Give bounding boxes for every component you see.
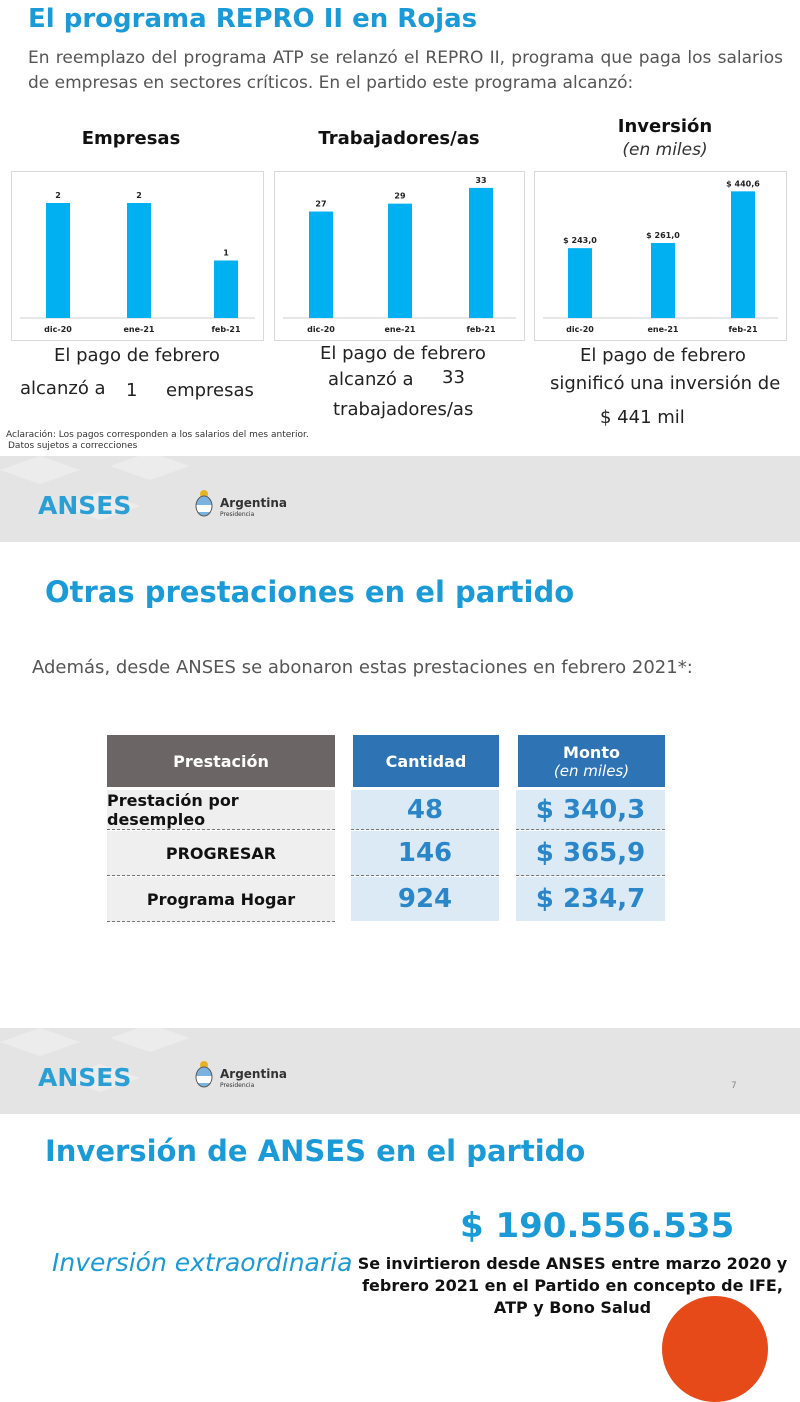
intro-paragraph: En reemplazo del programa ATP se relanzó… bbox=[28, 48, 783, 93]
chart-bar bbox=[309, 211, 333, 318]
chart-tick-label: feb-21 bbox=[211, 325, 241, 334]
chart-data-label: 33 bbox=[475, 176, 486, 185]
chart-empresas: 2 dic-20 2 ene-21 1 feb-21 bbox=[11, 171, 264, 341]
investment-desc-line3: ATP y Bono Salud bbox=[493, 1298, 652, 1317]
investment-description: Se invirtieron desde ANSES entre marzo 2… bbox=[350, 1253, 795, 1319]
table-header-cantidad: Cantidad bbox=[353, 735, 499, 787]
chart-tick-label: feb-21 bbox=[728, 325, 758, 334]
presidencia-label: Presidencia bbox=[220, 511, 255, 518]
table-cell-monto: $ 234,7 bbox=[516, 877, 665, 921]
chart-tick-label: dic-20 bbox=[566, 325, 594, 334]
chart-tick-label: dic-20 bbox=[307, 325, 335, 334]
footer-band: ANSES Argentina Presidencia bbox=[0, 456, 800, 542]
anses-logo: ANSES bbox=[38, 1063, 132, 1092]
caption-empresas-line2a: alcanzó a bbox=[20, 378, 106, 399]
chart-bar bbox=[214, 260, 238, 318]
footnote-line1: Aclaración: Los pagos corresponden a los… bbox=[6, 430, 309, 440]
caption-trab-line3: trabajadores/as bbox=[333, 399, 474, 420]
table-header-cantidad-label: Cantidad bbox=[385, 751, 467, 771]
page-number: 7 bbox=[731, 1081, 737, 1091]
chart-data-label: $ 261,0 bbox=[646, 231, 680, 240]
chart-title-inversion: Inversión bbox=[617, 116, 713, 137]
chart-bar bbox=[651, 242, 675, 318]
chart-data-label: 29 bbox=[394, 192, 406, 201]
footer-band-2: ANSES Argentina Presidencia 7 bbox=[0, 1028, 800, 1114]
chart-bar bbox=[568, 248, 592, 318]
chart-data-label: 2 bbox=[136, 191, 142, 200]
table-cell-cantidad: 146 bbox=[351, 831, 499, 876]
coat-of-arms-icon bbox=[194, 489, 214, 517]
chart-bar bbox=[46, 203, 70, 318]
argentina-label: Argentina bbox=[220, 496, 287, 510]
chart-bar bbox=[731, 191, 755, 318]
chart-trabajadores-svg: 27 dic-20 29 ene-21 33 feb-21 bbox=[283, 176, 516, 334]
chart-data-label: 27 bbox=[315, 200, 326, 209]
table-cell-cantidad: 924 bbox=[351, 877, 499, 921]
caption-inv-value: $ 441 mil bbox=[600, 407, 685, 428]
chart-data-label: $ 243,0 bbox=[563, 236, 597, 245]
chart-inversion-svg: $ 243,0 dic-20 $ 261,0 ene-21 $ 440,6 feb-21 bbox=[543, 179, 778, 334]
chart-data-label: $ 440,6 bbox=[726, 179, 760, 188]
anses-logo: ANSES bbox=[38, 491, 132, 520]
chart-data-label: 1 bbox=[223, 249, 229, 258]
footnote-line2: Datos sujetos a correcciones bbox=[8, 441, 138, 451]
table-row-label: Programa Hogar bbox=[107, 877, 335, 922]
caption-empresas-line1: El pago de febrero bbox=[54, 345, 220, 366]
table-header-prestacion-label: Prestación bbox=[173, 751, 269, 771]
chart-bar bbox=[469, 187, 493, 318]
table-cell-monto: $ 365,9 bbox=[516, 831, 665, 876]
table-header-monto: Monto (en miles) bbox=[518, 735, 665, 787]
table-row-label: PROGRESAR bbox=[107, 831, 335, 876]
section2-intro: Además, desde ANSES se abonaron estas pr… bbox=[32, 657, 693, 678]
table-header-prestacion: Prestación bbox=[107, 735, 335, 787]
chart-bar bbox=[127, 203, 151, 318]
caption-trab-line1: El pago de febrero bbox=[320, 343, 486, 364]
chart-trabajadores: 27 dic-20 29 ene-21 33 feb-21 bbox=[274, 171, 525, 341]
investment-desc-line1: Se invirtieron desde ANSES entre marzo 2… bbox=[357, 1254, 788, 1273]
chart-bar bbox=[388, 203, 412, 318]
chart-subtitle-inversion: (en miles) bbox=[622, 140, 708, 160]
chart-tick-label: ene-21 bbox=[124, 325, 155, 334]
caption-inv-line2: significó una inversión de bbox=[550, 373, 781, 394]
caption-trab-line2a: alcanzó a bbox=[328, 369, 414, 390]
section3-title: Inversión de ANSES en el partido bbox=[45, 1134, 586, 1168]
band-decoration bbox=[0, 456, 190, 520]
table-cell-cantidad: 48 bbox=[351, 790, 499, 830]
table-row-label: Prestación por desempleo bbox=[107, 790, 335, 830]
investment-label: Inversión extraordinaria bbox=[52, 1248, 353, 1277]
table-header-monto-label: Monto bbox=[563, 742, 620, 762]
caption-trab-value: 33 bbox=[442, 367, 465, 388]
investment-amount: $ 190.556.535 bbox=[460, 1206, 735, 1246]
chart-title-trabajadores: Trabajadores/as bbox=[318, 128, 480, 149]
chart-tick-label: ene-21 bbox=[648, 325, 679, 334]
chart-tick-label: ene-21 bbox=[385, 325, 416, 334]
table-header-monto-sub: (en miles) bbox=[553, 761, 630, 780]
coat-of-arms-icon bbox=[194, 1060, 214, 1088]
page-title: El programa REPRO II en Rojas bbox=[28, 4, 478, 34]
investment-desc-line2: febrero 2021 en el Partido en concepto d… bbox=[362, 1276, 783, 1295]
decorative-orange-circle bbox=[662, 1296, 768, 1402]
chart-empresas-svg: 2 dic-20 2 ene-21 1 feb-21 bbox=[20, 191, 255, 334]
chart-title-empresas: Empresas bbox=[81, 128, 181, 149]
caption-empresas-line2b: empresas bbox=[166, 380, 254, 401]
band-decoration bbox=[0, 1028, 190, 1092]
caption-inv-line1: El pago de febrero bbox=[580, 345, 746, 366]
argentina-label: Argentina bbox=[220, 1067, 287, 1081]
chart-tick-label: dic-20 bbox=[44, 325, 72, 334]
section2-title: Otras prestaciones en el partido bbox=[45, 575, 575, 609]
chart-inversion: $ 243,0 dic-20 $ 261,0 ene-21 $ 440,6 feb-21 bbox=[534, 171, 787, 341]
caption-empresas-value: 1 bbox=[126, 380, 138, 401]
chart-tick-label: feb-21 bbox=[466, 325, 496, 334]
chart-data-label: 2 bbox=[55, 191, 61, 200]
presidencia-label: Presidencia bbox=[220, 1082, 255, 1089]
table-cell-monto: $ 340,3 bbox=[516, 790, 665, 830]
